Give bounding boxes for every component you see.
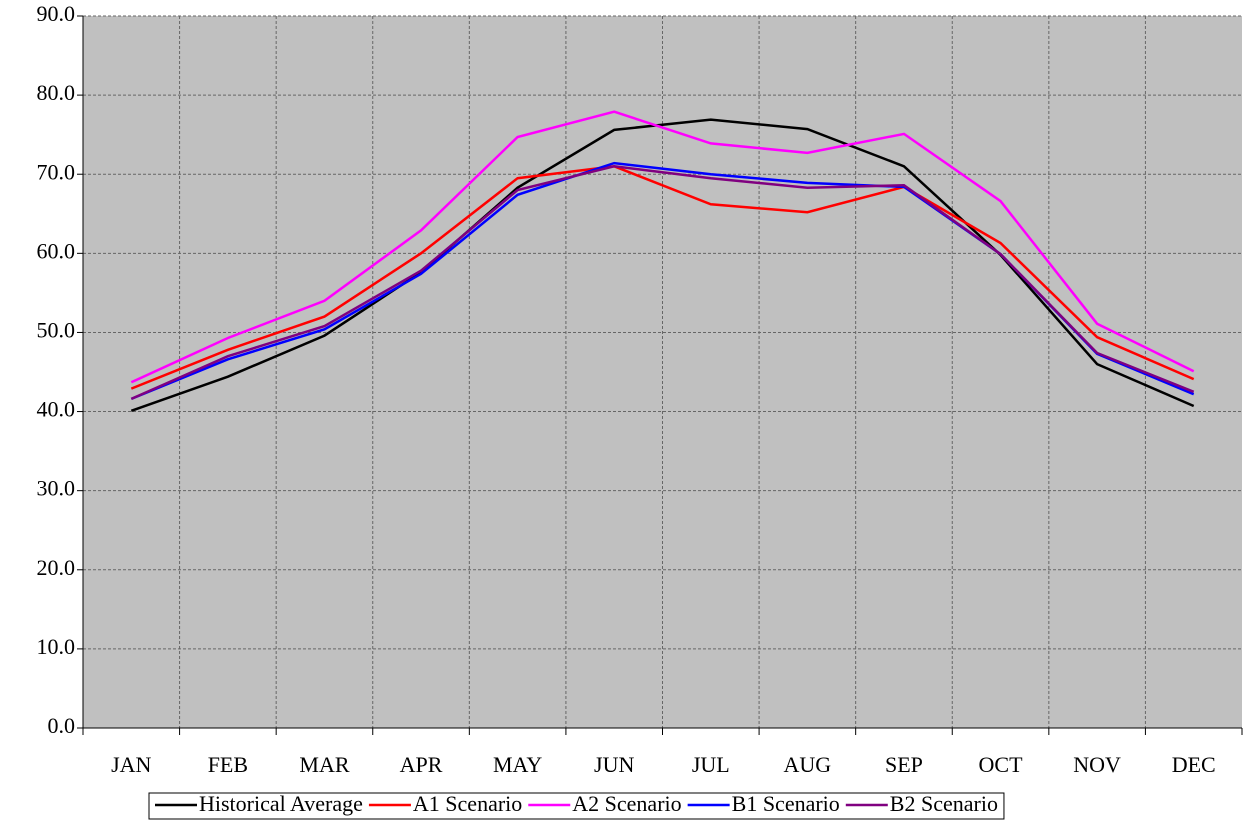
y-tick-label: 10.0 xyxy=(37,634,76,659)
legend-label: A2 Scenario xyxy=(572,791,681,816)
x-tick-label: MAY xyxy=(493,752,542,777)
x-tick-label: JAN xyxy=(111,752,151,777)
x-tick-label: JUN xyxy=(594,752,634,777)
series-line xyxy=(130,165,1195,401)
series-line xyxy=(130,110,1195,384)
legend-label: Historical Average xyxy=(199,791,363,816)
y-tick-label: 80.0 xyxy=(37,80,76,105)
y-tick-label: 70.0 xyxy=(37,159,76,184)
legend-label: B1 Scenario xyxy=(732,791,840,816)
x-tick-label: AUG xyxy=(784,752,832,777)
x-tick-label: JUL xyxy=(692,752,730,777)
y-tick-label: 50.0 xyxy=(37,317,76,342)
x-tick-label: NOV xyxy=(1073,752,1121,777)
y-tick-label: 20.0 xyxy=(37,555,76,580)
y-tick-label: 40.0 xyxy=(37,397,76,422)
x-tick-label: DEC xyxy=(1172,752,1216,777)
y-tick-label: 0.0 xyxy=(48,713,76,738)
x-tick-label: SEP xyxy=(885,752,923,777)
x-tick-label: FEB xyxy=(208,752,248,777)
x-tick-label: MAR xyxy=(299,752,349,777)
y-tick-label: 90.0 xyxy=(37,1,76,26)
series-line xyxy=(130,118,1195,412)
x-tick-label: OCT xyxy=(979,752,1024,777)
y-tick-label: 30.0 xyxy=(37,476,76,501)
legend-label: B2 Scenario xyxy=(890,791,998,816)
x-tick-label: APR xyxy=(400,752,443,777)
series-line xyxy=(130,165,1195,390)
y-tick-label: 60.0 xyxy=(37,238,76,263)
legend-label: A1 Scenario xyxy=(413,791,522,816)
